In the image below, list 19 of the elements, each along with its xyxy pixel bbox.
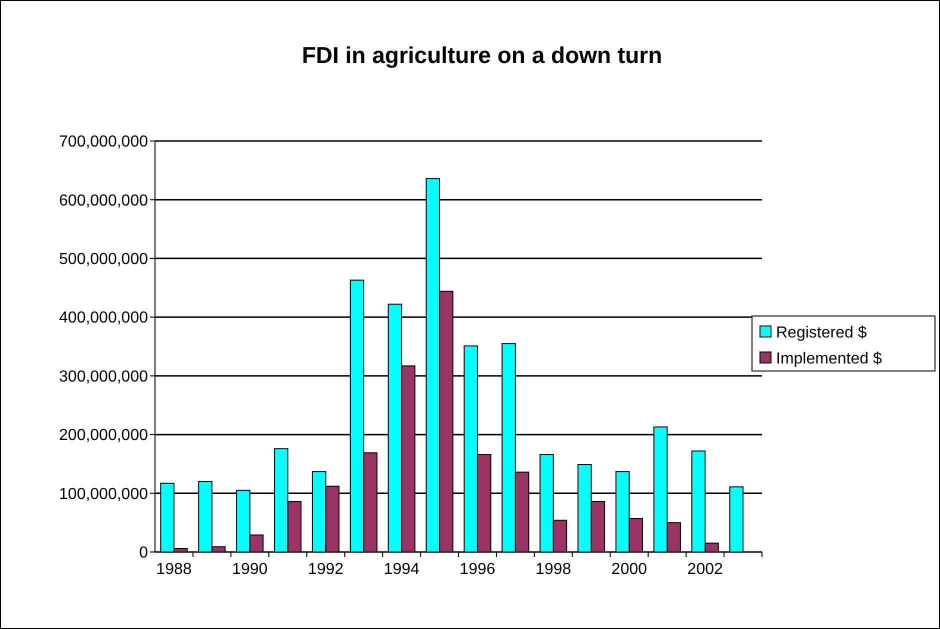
x-tick-label: 1990 xyxy=(232,561,268,578)
y-tick-label: 300,000,000 xyxy=(59,368,148,386)
x-tick-label: 1988 xyxy=(156,561,192,578)
y-tick-label: 400,000,000 xyxy=(59,310,148,327)
x-tick-label: 2000 xyxy=(611,561,648,578)
x-tick-label: 1992 xyxy=(308,561,344,578)
y-tick-label: 200,000,000 xyxy=(59,427,148,444)
y-tick-label: 500,000,000 xyxy=(59,251,148,268)
x-tick-label: 1998 xyxy=(536,561,572,578)
y-tick-label: 100,000,000 xyxy=(59,486,148,503)
legend-label: Implemented $ xyxy=(776,350,882,368)
y-tick-label: 0 xyxy=(139,544,148,562)
x-tick-label: 1996 xyxy=(460,561,496,578)
chart-title: FDI in agriculture on a down turn xyxy=(302,42,662,68)
y-tick-label: 600,000,000 xyxy=(59,192,148,210)
y-tick-label: 700,000,000 xyxy=(59,134,148,151)
legend-label: Registered $ xyxy=(776,324,867,342)
x-tick-label: 1994 xyxy=(384,561,420,578)
x-tick-label: 2002 xyxy=(687,561,723,578)
